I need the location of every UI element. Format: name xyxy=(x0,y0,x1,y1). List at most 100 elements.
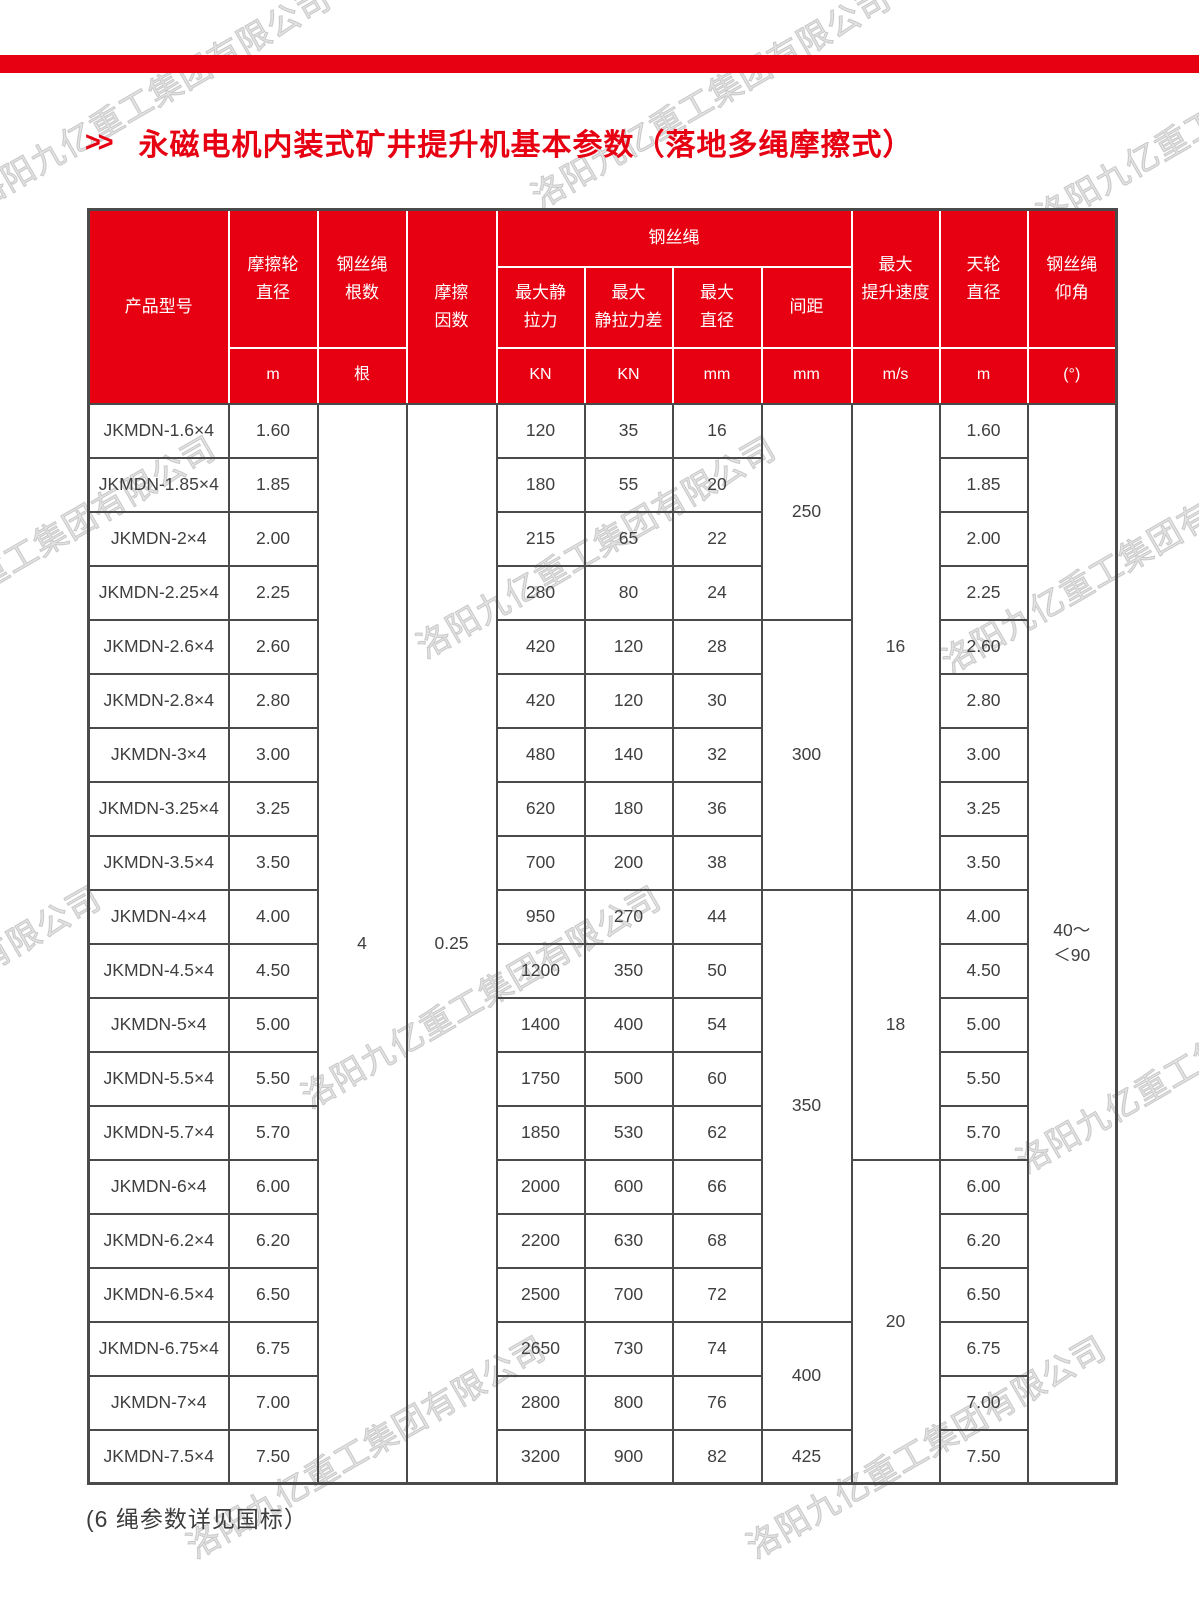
max-rope-diameter-cell: 62 xyxy=(671,1104,763,1161)
col-header-sheave-diameter: 天轮 直径 xyxy=(938,208,1029,349)
max-rope-diameter-cell: 82 xyxy=(671,1428,763,1485)
wheel-diameter-cell: 4.00 xyxy=(227,888,319,945)
table-row: JKMDN-3.25×4 3.25 620 180 36 3.25 xyxy=(87,780,1117,837)
table-row: JKMDN-4.5×4 4.50 1200 350 50 4.50 xyxy=(87,942,1117,999)
table-row: JKMDN-2.25×4 2.25 280 80 24 2.25 xyxy=(87,564,1117,621)
max-rope-diameter-cell: 50 xyxy=(671,942,763,999)
max-static-tension-cell: 120 xyxy=(495,402,586,459)
max-static-tension-diff-cell: 65 xyxy=(583,510,674,567)
max-static-tension-cell: 620 xyxy=(495,780,586,837)
table-row: JKMDN-6.5×4 6.50 2500 700 72 6.50 xyxy=(87,1266,1117,1323)
max-rope-diameter-cell: 28 xyxy=(671,618,763,675)
unit-max-static-tension-diff: KN xyxy=(583,346,674,405)
title-chevron-icon: >> xyxy=(85,125,113,158)
model-cell: JKMDN-2.6×4 xyxy=(87,618,230,675)
max-static-tension-cell: 2800 xyxy=(495,1374,586,1431)
table-row: JKMDN-5.5×4 5.50 1750 500 60 5.50 xyxy=(87,1050,1117,1107)
sheave-diameter-cell: 5.00 xyxy=(938,996,1029,1053)
model-cell: JKMDN-6.2×4 xyxy=(87,1212,230,1269)
rope-spacing-cell: 250 xyxy=(760,402,853,621)
max-static-tension-cell: 1200 xyxy=(495,942,586,999)
model-cell: JKMDN-4×4 xyxy=(87,888,230,945)
max-static-tension-diff-cell: 180 xyxy=(583,780,674,837)
max-static-tension-cell: 2650 xyxy=(495,1320,586,1377)
title-row: >> 永磁电机内装式矿井提升机基本参数（落地多绳摩擦式） xyxy=(85,120,914,164)
watermark-text: 洛阳九亿重工集团有限公司 xyxy=(1030,0,1199,236)
col-header-friction-factor: 摩擦 因数 xyxy=(405,208,498,405)
spec-table-body: JKMDN-1.6×4 1.60 4 0.25 120 35 16 250 16 1.60 40～ … xyxy=(87,402,1118,1485)
sheave-diameter-cell: 3.25 xyxy=(938,780,1029,837)
sheave-diameter-cell: 6.75 xyxy=(938,1320,1029,1377)
wheel-diameter-cell: 5.00 xyxy=(227,996,319,1053)
sheave-diameter-cell: 1.60 xyxy=(938,402,1029,459)
sheave-diameter-cell: 3.50 xyxy=(938,834,1029,891)
max-static-tension-cell: 950 xyxy=(495,888,586,945)
wheel-diameter-cell: 3.50 xyxy=(227,834,319,891)
col-group-header-wire-rope: 钢丝绳 xyxy=(495,208,853,268)
col-header-max-speed: 最大 提升速度 xyxy=(850,208,941,349)
watermark-text: 洛阳九亿重工集团有限公司 xyxy=(525,0,898,216)
max-rope-diameter-cell: 54 xyxy=(671,996,763,1053)
table-row: JKMDN-5×4 5.00 1400 400 54 5.00 xyxy=(87,996,1117,1053)
max-static-tension-diff-cell: 600 xyxy=(583,1158,674,1215)
model-cell: JKMDN-3.25×4 xyxy=(87,780,230,837)
max-rope-diameter-cell: 38 xyxy=(671,834,763,891)
max-rope-diameter-cell: 20 xyxy=(671,456,763,513)
wheel-diameter-cell: 2.25 xyxy=(227,564,319,621)
max-static-tension-diff-cell: 120 xyxy=(583,672,674,729)
max-speed-cell: 18 xyxy=(850,888,941,1161)
wheel-diameter-cell: 6.50 xyxy=(227,1266,319,1323)
col-header-rope-spacing: 间距 xyxy=(760,265,853,349)
sheave-diameter-cell: 7.00 xyxy=(938,1374,1029,1431)
wheel-diameter-cell: 2.00 xyxy=(227,510,319,567)
table-row: JKMDN-2×4 2.00 215 65 22 2.00 xyxy=(87,510,1117,567)
col-header-max-static-tension-diff: 最大 静拉力差 xyxy=(583,265,674,349)
wheel-diameter-cell: 6.00 xyxy=(227,1158,319,1215)
wheel-diameter-cell: 3.00 xyxy=(227,726,319,783)
rope-elevation-cell: 40～ ＜90 xyxy=(1026,402,1118,1485)
rope-count-cell: 4 xyxy=(316,402,408,1485)
model-cell: JKMDN-1.6×4 xyxy=(87,402,230,459)
table-row: JKMDN-6×4 6.00 2000 600 66 20 6.00 xyxy=(87,1158,1117,1485)
max-static-tension-diff-cell: 500 xyxy=(583,1050,674,1107)
max-static-tension-diff-cell: 530 xyxy=(583,1104,674,1161)
max-static-tension-cell: 180 xyxy=(495,456,586,513)
model-cell: JKMDN-5×4 xyxy=(87,996,230,1053)
max-static-tension-cell: 420 xyxy=(495,618,586,675)
sheave-diameter-cell: 2.80 xyxy=(938,672,1029,729)
model-cell: JKMDN-5.5×4 xyxy=(87,1050,230,1107)
max-static-tension-cell: 1400 xyxy=(495,996,586,1053)
max-static-tension-diff-cell: 120 xyxy=(583,618,674,675)
model-cell: JKMDN-3.5×4 xyxy=(87,834,230,891)
table-row: JKMDN-7×4 7.00 2800 800 76 7.00 xyxy=(87,1374,1117,1431)
max-static-tension-diff-cell: 270 xyxy=(583,888,674,945)
max-static-tension-cell: 700 xyxy=(495,834,586,891)
max-static-tension-cell: 2000 xyxy=(495,1158,586,1215)
sheave-diameter-cell: 4.00 xyxy=(938,888,1029,945)
model-cell: JKMDN-3×4 xyxy=(87,726,230,783)
table-row: JKMDN-4×4 4.00 950 270 44 350 18 4.00 xyxy=(87,888,1117,1323)
max-rope-diameter-cell: 74 xyxy=(671,1320,763,1377)
max-static-tension-diff-cell: 80 xyxy=(583,564,674,621)
max-static-tension-diff-cell: 730 xyxy=(583,1320,674,1377)
table-row: JKMDN-3.5×4 3.50 700 200 38 3.50 xyxy=(87,834,1117,891)
watermark-text: 洛阳九亿重工集团有限公司 xyxy=(0,0,338,216)
table-row: JKMDN-6.2×4 6.20 2200 630 68 6.20 xyxy=(87,1212,1117,1269)
max-static-tension-diff-cell: 140 xyxy=(583,726,674,783)
model-cell: JKMDN-6×4 xyxy=(87,1158,230,1215)
model-cell: JKMDN-6.75×4 xyxy=(87,1320,230,1377)
wheel-diameter-cell: 6.20 xyxy=(227,1212,319,1269)
footnote: (6 绳参数详见国标） xyxy=(86,1506,308,1532)
sheave-diameter-cell: 5.50 xyxy=(938,1050,1029,1107)
max-rope-diameter-cell: 30 xyxy=(671,672,763,729)
table-row: JKMDN-2.6×4 2.60 420 120 28 300 2.60 xyxy=(87,618,1117,891)
model-cell: JKMDN-5.7×4 xyxy=(87,1104,230,1161)
max-rope-diameter-cell: 72 xyxy=(671,1266,763,1323)
model-cell: JKMDN-7×4 xyxy=(87,1374,230,1431)
max-static-tension-diff-cell: 630 xyxy=(583,1212,674,1269)
unit-rope-count: 根 xyxy=(316,346,408,405)
wheel-diameter-cell: 2.60 xyxy=(227,618,319,675)
model-cell: JKMDN-2.8×4 xyxy=(87,672,230,729)
sheave-diameter-cell: 6.50 xyxy=(938,1266,1029,1323)
